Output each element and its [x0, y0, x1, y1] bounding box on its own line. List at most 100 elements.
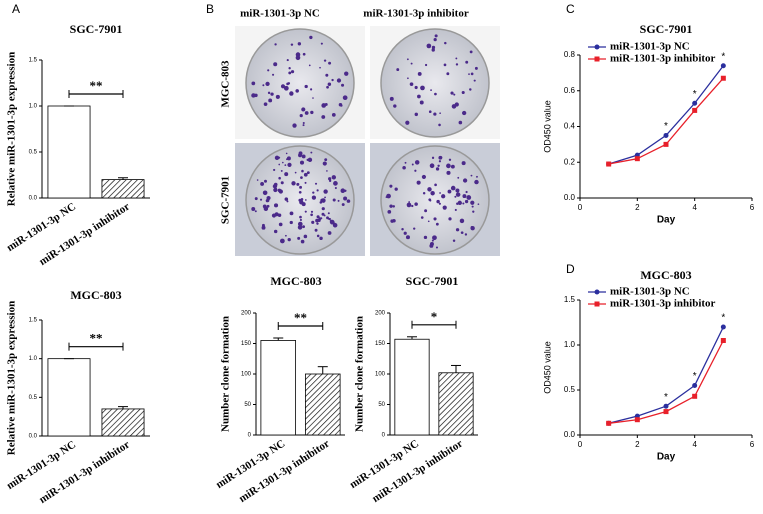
- colony: [270, 92, 274, 96]
- colony: [272, 73, 275, 76]
- colony: [286, 156, 291, 161]
- column-label: miR-1301-3p inhibitor: [363, 8, 469, 20]
- colony: [278, 189, 283, 194]
- colony: [438, 123, 441, 127]
- colony: [414, 85, 418, 90]
- colony: [324, 196, 326, 199]
- colony: [411, 163, 414, 166]
- legend-marker: [594, 301, 600, 307]
- colony: [318, 217, 322, 221]
- colony: [295, 55, 301, 61]
- y-tick-label: 0.6: [564, 86, 576, 95]
- colony: [323, 59, 327, 62]
- colony: [447, 189, 452, 194]
- column-label: miR-1301-3p NC: [240, 8, 320, 20]
- bar: [47, 358, 91, 437]
- y-tick-label: 1.0: [564, 340, 576, 349]
- panel-label: A: [12, 2, 20, 16]
- colony: [442, 205, 447, 210]
- colony: [462, 202, 465, 205]
- y-tick-label: 0.0: [29, 434, 38, 440]
- colony: [295, 89, 299, 93]
- colony: [327, 231, 332, 235]
- colony: [327, 218, 330, 220]
- colony: [304, 181, 307, 184]
- colony: [403, 231, 407, 235]
- y-tick-label: 0: [248, 433, 252, 439]
- colony: [299, 218, 302, 221]
- colony: [420, 216, 424, 219]
- x-tick-label: miR-1301-3p inhibitor: [37, 201, 132, 269]
- colony: [299, 160, 305, 165]
- colony: [310, 210, 314, 213]
- point: [720, 338, 726, 343]
- colony: [275, 94, 280, 99]
- row-label: SGC-7901: [220, 176, 232, 224]
- bar: [101, 408, 145, 437]
- colony: [470, 72, 474, 76]
- y-tick-label: 100: [241, 372, 252, 378]
- point: [692, 393, 698, 399]
- colony: [455, 228, 460, 232]
- colony: [340, 104, 343, 107]
- point: [692, 383, 698, 388]
- colony: [450, 91, 454, 95]
- colony: [346, 199, 351, 203]
- colony: [459, 218, 465, 224]
- colony: [477, 203, 480, 206]
- colony: [263, 102, 268, 107]
- colony: [321, 212, 325, 216]
- colony: [280, 169, 283, 172]
- colony: [454, 208, 457, 212]
- colony: [443, 63, 447, 67]
- colony: [316, 234, 320, 238]
- colony: [327, 212, 330, 215]
- colony: [450, 164, 455, 169]
- y-tick-label: 50: [378, 402, 385, 408]
- y-tick-label: 0.8: [564, 50, 576, 59]
- colony: [435, 167, 440, 171]
- colony: [433, 38, 437, 42]
- annotation: *: [693, 89, 697, 100]
- colony: [287, 238, 291, 242]
- colony: [295, 52, 301, 57]
- colony: [319, 236, 323, 241]
- colony: [273, 168, 276, 172]
- y-tick-label: 0.5: [564, 385, 576, 394]
- colony: [433, 112, 437, 116]
- colony: [302, 225, 305, 229]
- colony: [262, 190, 268, 196]
- bar: [394, 338, 430, 436]
- point: [720, 324, 726, 330]
- colony: [332, 222, 338, 228]
- colony: [431, 48, 435, 52]
- point: [663, 141, 669, 147]
- colony: [297, 225, 303, 230]
- colony: [331, 175, 337, 180]
- colony: [455, 63, 459, 66]
- colony: [336, 78, 342, 83]
- colony: [298, 151, 303, 156]
- chart-title: SGC-7901: [70, 22, 123, 36]
- colony: [301, 107, 306, 112]
- colony: [260, 182, 264, 186]
- row-label: MGC-803: [220, 60, 232, 108]
- colony: [273, 62, 278, 67]
- legend-marker: [594, 44, 600, 50]
- colony: [344, 71, 349, 76]
- colony: [468, 73, 470, 76]
- annotation: *: [693, 371, 697, 382]
- colony: [410, 62, 413, 65]
- colony: [328, 177, 332, 181]
- y-tick-label: 0.4: [564, 122, 576, 131]
- colony: [331, 113, 336, 117]
- colony: [274, 155, 280, 161]
- colony: [304, 84, 308, 89]
- colony: [441, 194, 446, 199]
- colony: [261, 223, 265, 227]
- colony: [316, 189, 319, 192]
- colony: [251, 81, 256, 86]
- colony: [460, 231, 464, 235]
- colony: [434, 183, 437, 187]
